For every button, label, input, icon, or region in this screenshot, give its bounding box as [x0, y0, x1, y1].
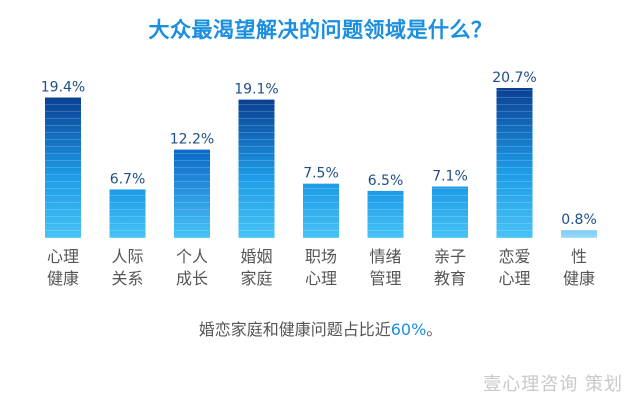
caption-suffix: 。 [426, 320, 443, 339]
watermark: 壹心理咨询 策划 [483, 374, 623, 395]
category-label: 健康 [563, 269, 595, 288]
bars [45, 88, 597, 238]
bar-value-label: 7.1% [432, 169, 468, 185]
bar-stripes [174, 149, 210, 238]
bar-value-label: 6.5% [368, 173, 404, 189]
bar-stripes [45, 97, 81, 238]
category-label: 人际 [111, 247, 143, 266]
category-label: 成长 [176, 269, 208, 288]
bar-value-label: 6.7% [110, 171, 146, 187]
bar-stripes [496, 88, 533, 238]
category-label: 教育 [434, 269, 466, 288]
chart-caption: 婚恋家庭和健康问题占比近60%。 [0, 316, 641, 340]
bar-stripes [238, 99, 275, 238]
category-label: 性 [571, 247, 587, 266]
caption-text: 婚恋家庭和健康问题占比近 [198, 320, 391, 339]
category-label: 个人 [176, 247, 208, 266]
category-label: 恋爱 [498, 247, 530, 266]
bar-stripes [367, 190, 404, 238]
bar-value-label: 20.7% [492, 70, 536, 86]
category-label: 情绪 [369, 247, 401, 266]
category-label: 亲子 [434, 247, 466, 266]
bar-value-label: 7.5% [303, 166, 339, 182]
bar-stripes [432, 186, 468, 238]
bar-value-label: 12.2% [170, 132, 214, 148]
bar-stripes [303, 183, 339, 238]
category-label: 关系 [111, 269, 143, 288]
caption-highlight: 60% [390, 320, 427, 339]
category-label: 职场 [305, 247, 337, 266]
bar-stripes [561, 230, 597, 238]
category-label: 家庭 [240, 269, 272, 288]
chart-title: 大众最渴望解决的问题领域是什么？ [148, 18, 493, 42]
bar-value-label: 0.8% [561, 212, 597, 228]
category-label: 心理 [47, 247, 79, 266]
value-labels: 19.4% 6.7% 12.2% 19.1% 7.5% 6.5% 7.1% 20.7% 0.8% [41, 70, 597, 228]
category-label: 管理 [369, 269, 401, 288]
category-label: 心理 [498, 269, 530, 288]
bar-value-label: 19.1% [234, 82, 278, 98]
bar-value-label: 19.4% [41, 79, 85, 95]
category-label: 婚姻 [240, 247, 272, 266]
bar-stripes [109, 189, 146, 238]
category-label: 心理 [305, 269, 337, 288]
category-label: 健康 [47, 269, 79, 288]
